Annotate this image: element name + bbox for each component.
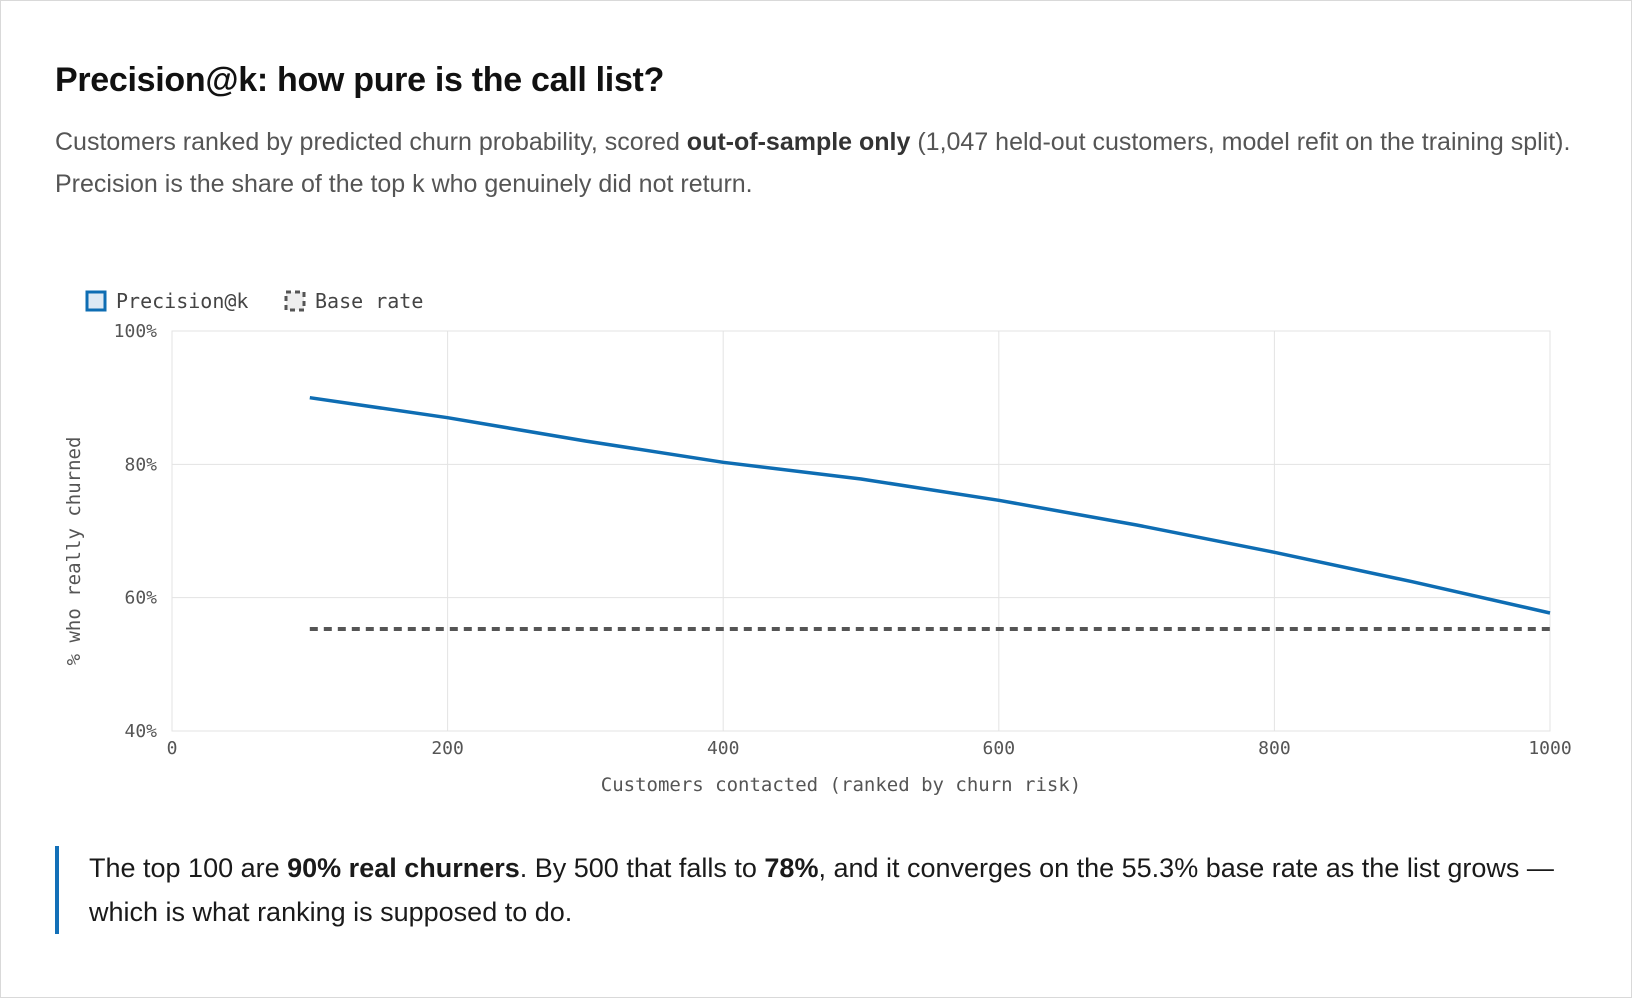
precision-chart: Precision@k Base rate 0 200 400 600 800 1000 40… [63,289,1572,796]
chart-grid [171,330,1551,732]
insight-text-2: . By 500 that falls to [519,853,765,883]
subtitle-text-2: (1,047 held-out customers, model refit o… [55,128,1571,198]
insight-emphasis-1: 90% real churners [287,853,520,883]
y-tick-label: 60% [124,588,157,609]
legend-label: Base rate [315,289,423,313]
precision-line [309,395,1551,615]
insight-text-3: , and it converges on the 55.3% base rat… [89,853,1554,927]
chart-title: Precision@k: how pure is the call list? [55,61,665,99]
x-tick-label: 600 [983,738,1016,759]
chart-axes: 0 200 400 600 800 1000 40% 60% 80% 100% Customers … [63,321,1572,796]
x-tick-label: 1000 [1528,738,1571,759]
plot-area [171,330,1551,732]
x-tick-label: 400 [707,738,740,759]
legend-swatch-base-rate [284,290,306,312]
chart-series [309,395,1551,631]
x-tick-label: 800 [1258,738,1291,759]
legend-swatch-precision [85,290,107,312]
y-tick-label: 40% [124,721,157,742]
y-axis-title: % who really churned [63,437,85,666]
y-tick-label: 80% [124,454,157,475]
chart-subtitle: Customers ranked by predicted churn prob… [55,121,1575,205]
y-tick-label: 100% [114,321,158,342]
insight-text-1: The top 100 are [89,853,288,883]
legend-label: Precision@k [116,289,248,313]
subtitle-emphasis: out-of-sample only [686,128,911,156]
x-axis-title: Customers contacted (ranked by churn ris… [601,774,1081,796]
x-tick-label: 0 [167,738,178,759]
insight-emphasis-2: 78% [764,853,819,883]
chart-legend: Precision@k Base rate [85,289,423,313]
subtitle-text-1: Customers ranked by predicted churn prob… [55,128,687,156]
insight-callout: The top 100 are 90% real churners. By 50… [55,846,1609,934]
x-tick-label: 200 [431,738,464,759]
